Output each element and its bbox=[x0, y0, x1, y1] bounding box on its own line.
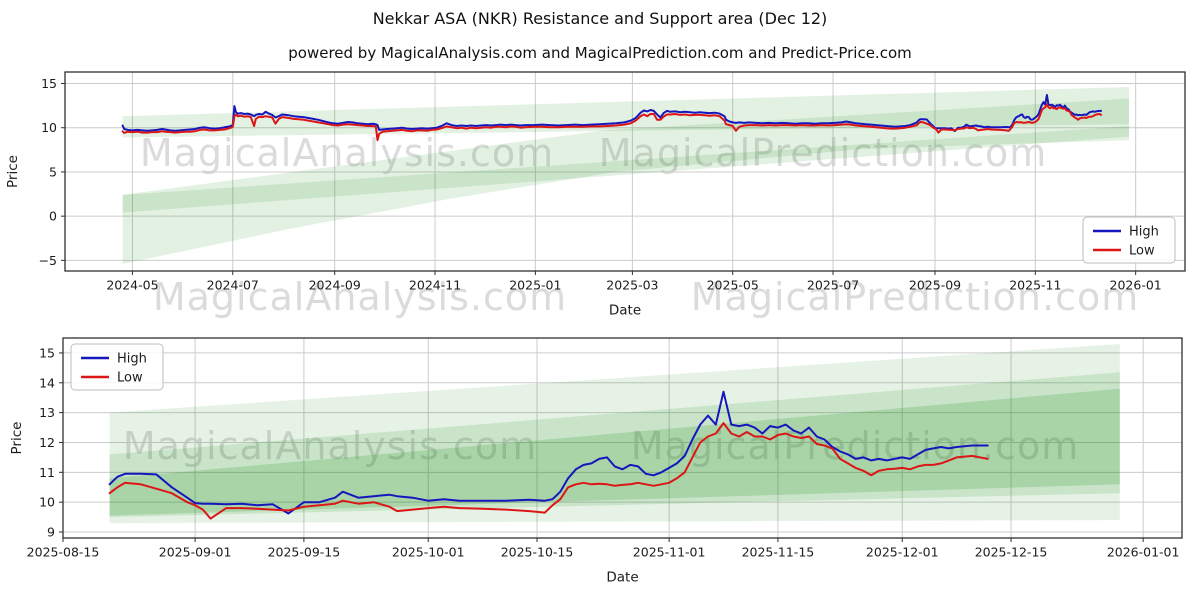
legend-label-low: Low bbox=[1129, 244, 1155, 259]
bottom-chart-recent-zoom: 2025-08-15 2025-09-01 2025-09-15 2025-10-01… bbox=[9, 337, 1183, 586]
x-tick-label: 2025-03 bbox=[606, 278, 658, 293]
x-axis-label: Date bbox=[609, 303, 641, 319]
support-resistance-bands bbox=[122, 87, 1130, 264]
series-high bbox=[121, 94, 1103, 133]
middle-band bbox=[109, 372, 1120, 518]
x-tick-label: 2025-01 bbox=[509, 278, 561, 293]
x-tick-label: 2026-01 bbox=[1110, 278, 1162, 293]
watermark-text: MagicalPrediction.com bbox=[631, 424, 1080, 468]
y-tick-label: 10 bbox=[39, 495, 55, 510]
x-tick-label: 2025-09 bbox=[909, 278, 961, 293]
y-axis-label: Price bbox=[5, 155, 21, 188]
watermark-text: MagicalAnalysis.com bbox=[123, 424, 537, 468]
y-tick-label: 5 bbox=[49, 164, 57, 179]
series-low bbox=[108, 422, 989, 520]
y-tick-label: 15 bbox=[39, 345, 55, 360]
x-tick-label: 2025-09-01 bbox=[159, 545, 232, 560]
chart-subtitle: powered by MagicalAnalysis.com and Magic… bbox=[288, 44, 912, 62]
legend-label-high: High bbox=[1129, 225, 1159, 240]
x-tick-label: 2025-08-15 bbox=[27, 545, 100, 560]
x-tick-label: 2024-09 bbox=[309, 278, 361, 293]
x-tick-label: 2025-10-15 bbox=[501, 545, 574, 560]
outer-band bbox=[109, 344, 1120, 524]
legend: High Low bbox=[1082, 216, 1176, 264]
x-tick-label: 2025-09-15 bbox=[268, 545, 341, 560]
y-tick-label: 10 bbox=[41, 120, 57, 135]
x-tick-label: 2025-11-01 bbox=[633, 545, 706, 560]
y-tick-label: 0 bbox=[49, 209, 57, 224]
x-axis-label: Date bbox=[606, 570, 638, 586]
axis-ticks: 2024-05 2024-07 2024-09 2024-11 2025-01 2025-… bbox=[39, 76, 1162, 293]
x-tick-label: 2025-12-15 bbox=[975, 545, 1048, 560]
axis-ticks: 2025-08-15 2025-09-01 2025-09-15 2025-10-01… bbox=[27, 345, 1180, 559]
watermark-text: MagicalPrediction.com bbox=[690, 275, 1140, 319]
y-axis-label: Price bbox=[9, 422, 25, 455]
support-resistance-bands bbox=[109, 344, 1120, 524]
watermark-text: MagicalAnalysis.com bbox=[152, 275, 568, 319]
x-tick-label: 2025-07 bbox=[807, 278, 859, 293]
y-tick-label: 14 bbox=[39, 375, 55, 390]
x-tick-label: 2025-12-01 bbox=[866, 545, 939, 560]
y-tick-label: 12 bbox=[39, 435, 55, 450]
legend-label-low: Low bbox=[117, 371, 143, 386]
y-tick-label: 13 bbox=[39, 405, 55, 420]
x-tick-label: 2024-05 bbox=[106, 278, 158, 293]
y-tick-label: 11 bbox=[39, 465, 55, 480]
x-tick-label: 2024-07 bbox=[207, 278, 259, 293]
chart-title: Nekkar ASA (NKR) Resistance and Support … bbox=[372, 9, 828, 28]
watermark-text: MagicalAnalysis.com bbox=[139, 131, 555, 175]
plot-border bbox=[62, 337, 1183, 539]
top-chart-full-history: 2024-05 2024-07 2024-09 2024-11 2025-01 2025-… bbox=[5, 71, 1186, 319]
x-tick-label: 2024-11 bbox=[409, 278, 461, 293]
x-tick-label: 2025-05 bbox=[707, 278, 759, 293]
y-tick-label: −5 bbox=[39, 253, 57, 268]
x-tick-label: 2025-10-01 bbox=[392, 545, 465, 560]
y-tick-label: 9 bbox=[47, 525, 55, 540]
x-tick-label: 2026-01-01 bbox=[1107, 545, 1180, 560]
watermark-text: MagicalPrediction.com bbox=[599, 131, 1048, 175]
legend-label-high: High bbox=[117, 352, 147, 367]
legend: High Low bbox=[70, 343, 164, 391]
x-tick-label: 2025-11-15 bbox=[742, 545, 815, 560]
series-high bbox=[108, 390, 989, 515]
x-tick-label: 2025-11 bbox=[1009, 278, 1061, 293]
series-low bbox=[121, 103, 1103, 142]
core-band bbox=[109, 388, 1120, 516]
y-tick-label: 15 bbox=[41, 76, 57, 91]
low-support-wedge bbox=[122, 126, 1130, 264]
